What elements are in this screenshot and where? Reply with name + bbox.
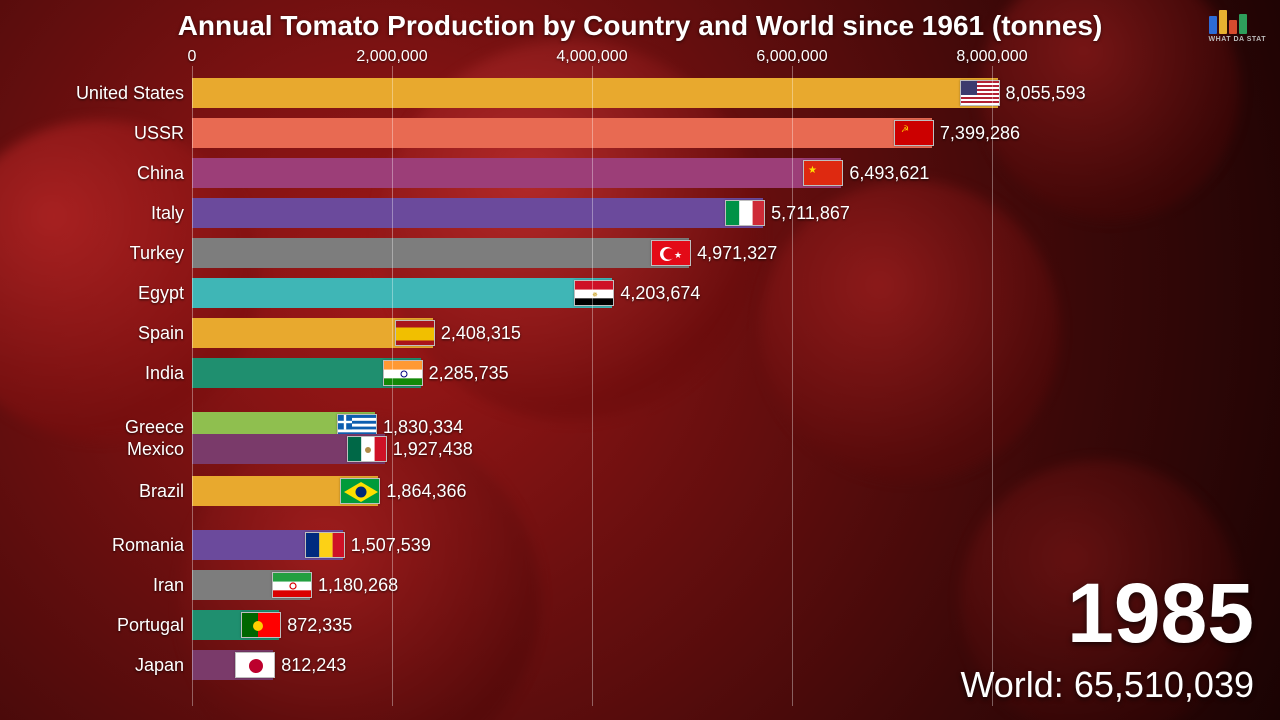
country-label: Japan: [4, 650, 184, 680]
flag-icon: [272, 572, 312, 598]
bar-value: 7,399,286: [940, 118, 1020, 148]
gridline: [192, 66, 193, 706]
bar-row: United States8,055,593: [192, 78, 1012, 108]
bar: [192, 238, 689, 268]
country-label: Iran: [4, 570, 184, 600]
country-label: Turkey: [4, 238, 184, 268]
flag-icon: [305, 532, 345, 558]
bar: [192, 118, 932, 148]
flag-icon: ★: [803, 160, 843, 186]
brand-logo: WHAT DA STAT: [1209, 8, 1266, 43]
country-label: Portugal: [4, 610, 184, 640]
chart-title: Annual Tomato Production by Country and …: [0, 10, 1280, 42]
country-label: Romania: [4, 530, 184, 560]
bar-value: 812,243: [281, 650, 346, 680]
bar-row: China★6,493,621: [192, 158, 1012, 188]
flag-icon: [725, 200, 765, 226]
bar-row: Romania1,507,539: [192, 530, 1012, 560]
bar-row: Spain2,408,315: [192, 318, 1012, 348]
bar-row: Iran1,180,268: [192, 570, 1012, 600]
country-label: Mexico: [4, 434, 184, 464]
bar-value: 1,507,539: [351, 530, 431, 560]
bar-value: 1,180,268: [318, 570, 398, 600]
country-label: India: [4, 358, 184, 388]
flag-icon: ✵: [574, 280, 614, 306]
country-label: Brazil: [4, 476, 184, 506]
bar: [192, 278, 612, 308]
chart-stage: Annual Tomato Production by Country and …: [0, 0, 1280, 720]
gridline: [392, 66, 393, 706]
svg-text:★: ★: [808, 165, 817, 176]
bar-row: Egypt✵4,203,674: [192, 278, 1012, 308]
brand-logo-bars: [1209, 8, 1266, 34]
bar-value: 1,864,366: [386, 476, 466, 506]
bar-row: Turkey★4,971,327: [192, 238, 1012, 268]
country-label: USSR: [4, 118, 184, 148]
bar-value: 6,493,621: [849, 158, 929, 188]
svg-text:✵: ✵: [592, 291, 598, 299]
bar-row: India2,285,735: [192, 358, 1012, 388]
bar-value: 872,335: [287, 610, 352, 640]
bar-row: Mexico1,927,438: [192, 434, 1012, 464]
flag-icon: [235, 652, 275, 678]
svg-text:★: ★: [674, 250, 682, 260]
gridline: [592, 66, 593, 706]
flag-icon: [347, 436, 387, 462]
bar: [192, 198, 763, 228]
year-counter: 1985: [1067, 565, 1254, 662]
world-value: 65,510,039: [1074, 664, 1254, 705]
axis-tick: 0: [188, 48, 197, 66]
bar-value: 8,055,593: [1006, 78, 1086, 108]
flag-icon: [395, 320, 435, 346]
bar-row: Portugal872,335: [192, 610, 1012, 640]
country-label: Spain: [4, 318, 184, 348]
x-axis: 02,000,0004,000,0006,000,0008,000,000: [192, 48, 1012, 66]
bar-row: Brazil1,864,366: [192, 476, 1012, 506]
axis-tick: 8,000,000: [956, 48, 1027, 66]
bar-value: 1,927,438: [393, 434, 473, 464]
flag-icon: [340, 478, 380, 504]
brand-logo-caption: WHAT DA STAT: [1209, 36, 1266, 43]
flag-icon: [960, 80, 1000, 106]
flag-icon: [383, 360, 423, 386]
gridline: [992, 66, 993, 706]
bar-value: 2,285,735: [429, 358, 509, 388]
bar: [192, 78, 998, 108]
world-label: World:: [960, 664, 1063, 705]
bar-value: 4,971,327: [697, 238, 777, 268]
flag-icon: ★: [651, 240, 691, 266]
axis-tick: 6,000,000: [756, 48, 827, 66]
bar-row: Japan812,243: [192, 650, 1012, 680]
bar-value: 4,203,674: [620, 278, 700, 308]
bar-row: USSR☭7,399,286: [192, 118, 1012, 148]
country-label: Egypt: [4, 278, 184, 308]
country-label: Italy: [4, 198, 184, 228]
bar-value: 5,711,867: [771, 198, 850, 228]
country-label: China: [4, 158, 184, 188]
bar-row: Italy5,711,867: [192, 198, 1012, 228]
bar-chart: United States8,055,593USSR☭7,399,286Chin…: [192, 78, 1012, 708]
flag-icon: [241, 612, 281, 638]
axis-tick: 2,000,000: [356, 48, 427, 66]
gridline: [792, 66, 793, 706]
bar-value: 2,408,315: [441, 318, 521, 348]
country-label: United States: [4, 78, 184, 108]
axis-tick: 4,000,000: [556, 48, 627, 66]
bar: [192, 158, 841, 188]
world-total: World: 65,510,039: [960, 664, 1254, 706]
flag-icon: ☭: [894, 120, 934, 146]
svg-text:☭: ☭: [901, 124, 909, 134]
